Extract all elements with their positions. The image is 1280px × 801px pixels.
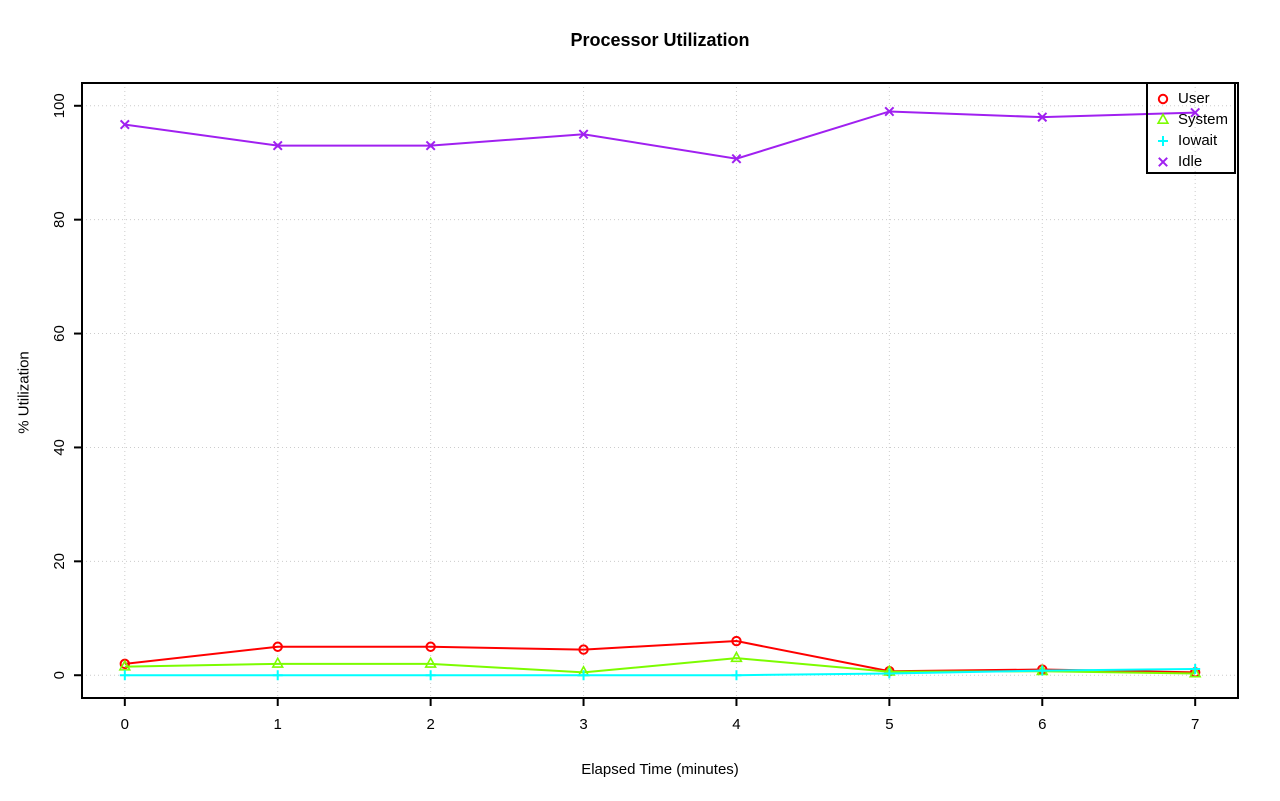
x-tick-label: 0 — [121, 716, 129, 733]
series-iowait-line — [124, 667, 1196, 677]
y-tick-label: 0 — [51, 671, 68, 679]
legend-box: User System Iowait Idle — [1146, 82, 1236, 174]
y-axis-label: % Utilization — [15, 351, 33, 434]
x-tick-label: 6 — [1038, 716, 1046, 733]
y-tick-label: 20 — [51, 553, 68, 570]
y-tick-label: 100 — [51, 93, 68, 118]
x-tick-label: 3 — [579, 716, 587, 733]
grid-lines — [82, 83, 1238, 698]
x-tick-label: 7 — [1191, 716, 1199, 733]
legend-label-iowait: Iowait — [1178, 132, 1218, 149]
x-tick-label: 1 — [274, 716, 282, 733]
legend-item-idle: Idle — [1154, 151, 1234, 172]
y-tick-label: 60 — [51, 325, 68, 342]
legend-label-idle: Idle — [1178, 153, 1203, 170]
legend-item-system: System — [1154, 109, 1234, 130]
legend-label-system: System — [1178, 111, 1229, 128]
series-idle-line — [124, 110, 1196, 160]
y-tick-label: 80 — [51, 211, 68, 228]
axis-ticks: 0 1 2 3 4 5 6 7 0 20 40 60 80 100 — [51, 93, 1199, 733]
x-tick-label: 5 — [885, 716, 893, 733]
user-circle-marker-icon — [1157, 93, 1169, 104]
x-tick-label: 2 — [426, 716, 434, 733]
y-tick-label: 40 — [51, 439, 68, 456]
x-tick-label: 4 — [732, 716, 740, 733]
plot-border — [81, 82, 1239, 699]
system-triangle-marker-icon — [1156, 112, 1170, 124]
series-idle-markers — [119, 106, 1201, 164]
iowait-plus-marker-icon — [1158, 135, 1168, 146]
legend-item-user: User — [1154, 88, 1234, 109]
legend-item-iowait: Iowait — [1154, 130, 1234, 151]
idle-x-marker-icon — [1158, 156, 1168, 167]
series-user-line — [124, 640, 1196, 674]
legend-label-user: User — [1178, 90, 1210, 107]
series-iowait-markers — [119, 663, 1201, 681]
x-axis-label: Elapsed Time (minutes) — [581, 761, 739, 778]
chart-title: Processor Utilization — [570, 30, 750, 50]
